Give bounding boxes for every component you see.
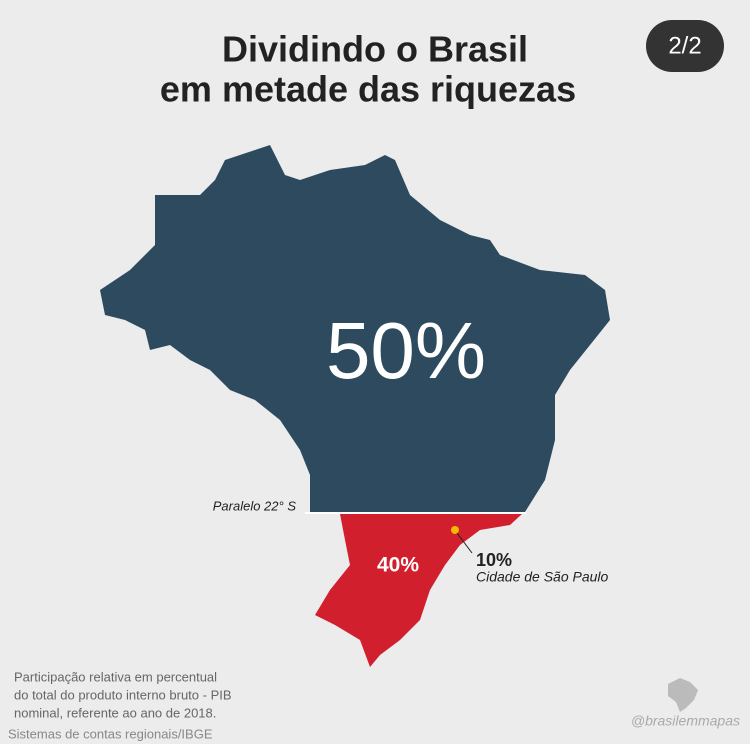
note-line: do total do produto interno bruto - PIB bbox=[14, 687, 232, 702]
title-line: Dividindo o Brasil bbox=[222, 29, 528, 70]
north-region bbox=[100, 145, 610, 512]
city-share: 10% bbox=[476, 550, 512, 570]
page-badge bbox=[646, 20, 724, 72]
title-line: em metade das riquezas bbox=[160, 69, 576, 110]
handle: @brasilemmapas bbox=[631, 713, 740, 729]
south-region bbox=[315, 514, 522, 667]
logo-icon bbox=[668, 678, 698, 712]
note-line: nominal, referente ao ano de 2018. bbox=[14, 705, 216, 720]
source: Sistemas de contas regionais/IBGE bbox=[8, 726, 213, 741]
south-share: 40% bbox=[377, 554, 419, 577]
sao-paulo-marker bbox=[451, 526, 459, 534]
leader-line bbox=[456, 532, 473, 554]
parallel-label: Paralelo 22° S bbox=[213, 498, 297, 513]
note-line: Participação relativa em percentual bbox=[14, 669, 217, 684]
city-name: Cidade de São Paulo bbox=[476, 569, 609, 585]
north-share: 50% bbox=[326, 306, 486, 395]
page-number: 2/2 bbox=[668, 32, 701, 59]
